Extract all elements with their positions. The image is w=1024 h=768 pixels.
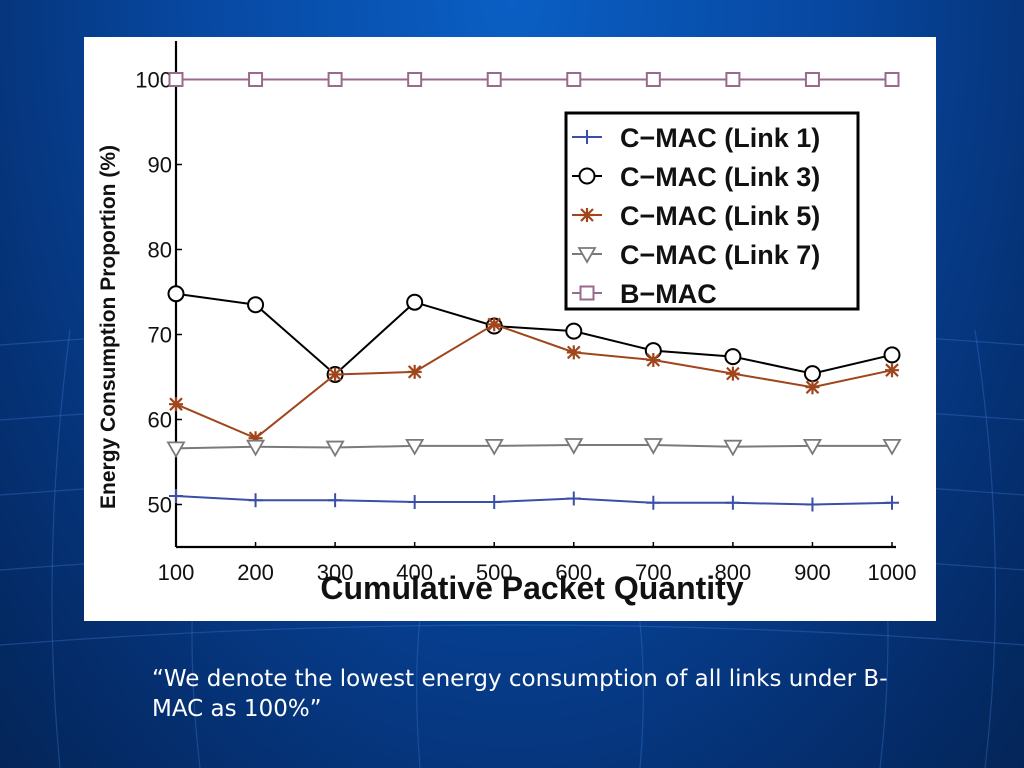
data-point-circle	[565, 322, 583, 340]
data-point-square	[566, 72, 582, 87]
data-point-square	[579, 285, 595, 301]
series-2	[167, 285, 901, 383]
chart-panel: 50 60 70 80 90 100 100 200 300 400 500 600 700 800 900…	[84, 37, 936, 621]
y-tick-label: 100	[135, 68, 172, 93]
data-point-triangle	[325, 440, 345, 458]
legend-item: C−MAC (Link 7)	[572, 240, 820, 270]
data-point-plus	[328, 493, 343, 508]
data-point-circle	[167, 285, 185, 303]
data-point-plus	[566, 491, 581, 506]
y-tick-label: 80	[148, 238, 172, 263]
series-1	[169, 489, 899, 512]
data-point-square	[168, 72, 184, 87]
series-line	[175, 292, 893, 376]
data-point-triangle	[484, 438, 504, 456]
x-tick-label: 700	[635, 560, 672, 585]
data-point-triangle	[643, 438, 663, 455]
legend: C−MAC (Link 1) C−MAC (Link 3) C−MAC (Link …	[564, 111, 860, 311]
data-point-asterisk	[487, 317, 502, 332]
legend-item: C−MAC (Link 3)	[572, 162, 820, 192]
x-tick-label: 600	[555, 560, 592, 585]
data-point-square	[725, 72, 741, 87]
data-point-asterisk	[248, 431, 263, 446]
line-chart: 50 60 70 80 90 100 100 200 300 400 500 600 700 800 900…	[97, 41, 916, 606]
data-point-plus	[725, 495, 740, 510]
series-line	[175, 323, 893, 440]
data-point-triangle	[166, 441, 186, 459]
data-point-triangle	[882, 438, 902, 456]
legend-label: C−MAC (Link 7)	[620, 240, 820, 270]
x-tick-label: 800	[715, 560, 752, 585]
data-point-asterisk	[580, 208, 594, 222]
data-point-circle	[406, 293, 424, 311]
y-tick-label: 50	[148, 493, 172, 518]
legend-label: C−MAC (Link 1)	[620, 123, 820, 153]
series-3	[169, 317, 899, 446]
x-tick-label: 200	[237, 560, 274, 585]
data-point-asterisk	[725, 366, 740, 381]
data-point-circle	[883, 346, 901, 364]
y-tick-label: 70	[148, 323, 172, 348]
data-point-triangle	[802, 438, 822, 456]
legend-item: B−MAC	[572, 279, 717, 309]
data-point-plus	[885, 495, 899, 510]
data-point-square	[327, 72, 343, 87]
data-point-square	[804, 72, 820, 87]
data-point-plus	[248, 493, 263, 508]
x-tick-label: 300	[317, 560, 354, 585]
slide-caption: “We denote the lowest energy consumption…	[152, 666, 888, 722]
legend-box	[564, 111, 860, 311]
data-point-triangle	[723, 439, 743, 457]
legend-label: C−MAC (Link 3)	[620, 162, 820, 192]
series-line	[175, 495, 893, 506]
data-point-asterisk	[566, 345, 581, 360]
x-axis-label: Cumulative Packet Quantity	[320, 570, 743, 606]
y-tick-label: 60	[148, 408, 172, 433]
data-point-plus	[805, 497, 820, 512]
legend-item: C−MAC (Link 5)	[572, 201, 820, 231]
x-tick-label: 100	[158, 560, 195, 585]
series-4	[166, 438, 902, 459]
data-point-circle	[578, 167, 596, 185]
x-tick-label: 500	[476, 560, 513, 585]
y-tick-label: 90	[148, 153, 172, 178]
data-point-square	[407, 72, 423, 87]
legend-label: C−MAC (Link 5)	[620, 201, 820, 231]
y-axis-label: Energy Consumption Proportion (%)	[97, 145, 120, 509]
data-point-triangle	[405, 438, 425, 456]
data-point-circle	[724, 348, 742, 366]
data-point-asterisk	[328, 367, 343, 382]
series-layer	[166, 72, 902, 512]
data-point-asterisk	[805, 380, 820, 395]
x-tick-label: 1000	[868, 560, 917, 585]
data-point-circle	[247, 296, 265, 314]
legend-label: B−MAC	[620, 279, 717, 309]
data-point-triangle	[246, 439, 266, 457]
data-point-circle	[803, 365, 821, 383]
data-point-square	[645, 72, 661, 87]
data-point-plus	[487, 494, 502, 509]
series-line	[175, 444, 892, 450]
legend-item: C−MAC (Link 1)	[572, 123, 820, 153]
axes: 50 60 70 80 90 100 100 200 300 400 500 600 700 800 900…	[135, 41, 916, 585]
data-point-asterisk	[646, 353, 661, 367]
data-point-plus	[580, 130, 594, 144]
data-point-asterisk	[885, 363, 899, 378]
series-5	[168, 72, 900, 87]
data-point-triangle	[564, 438, 584, 455]
data-point-asterisk	[407, 364, 422, 379]
data-point-square	[884, 72, 900, 87]
data-point-plus	[407, 494, 422, 509]
data-point-plus	[646, 495, 661, 510]
x-tick-label: 900	[794, 560, 831, 585]
x-tick-label: 400	[396, 560, 433, 585]
data-point-plus	[169, 489, 183, 503]
data-point-asterisk	[169, 397, 183, 412]
data-point-square	[486, 72, 502, 87]
data-point-triangle	[577, 247, 597, 264]
data-point-square	[248, 72, 264, 87]
